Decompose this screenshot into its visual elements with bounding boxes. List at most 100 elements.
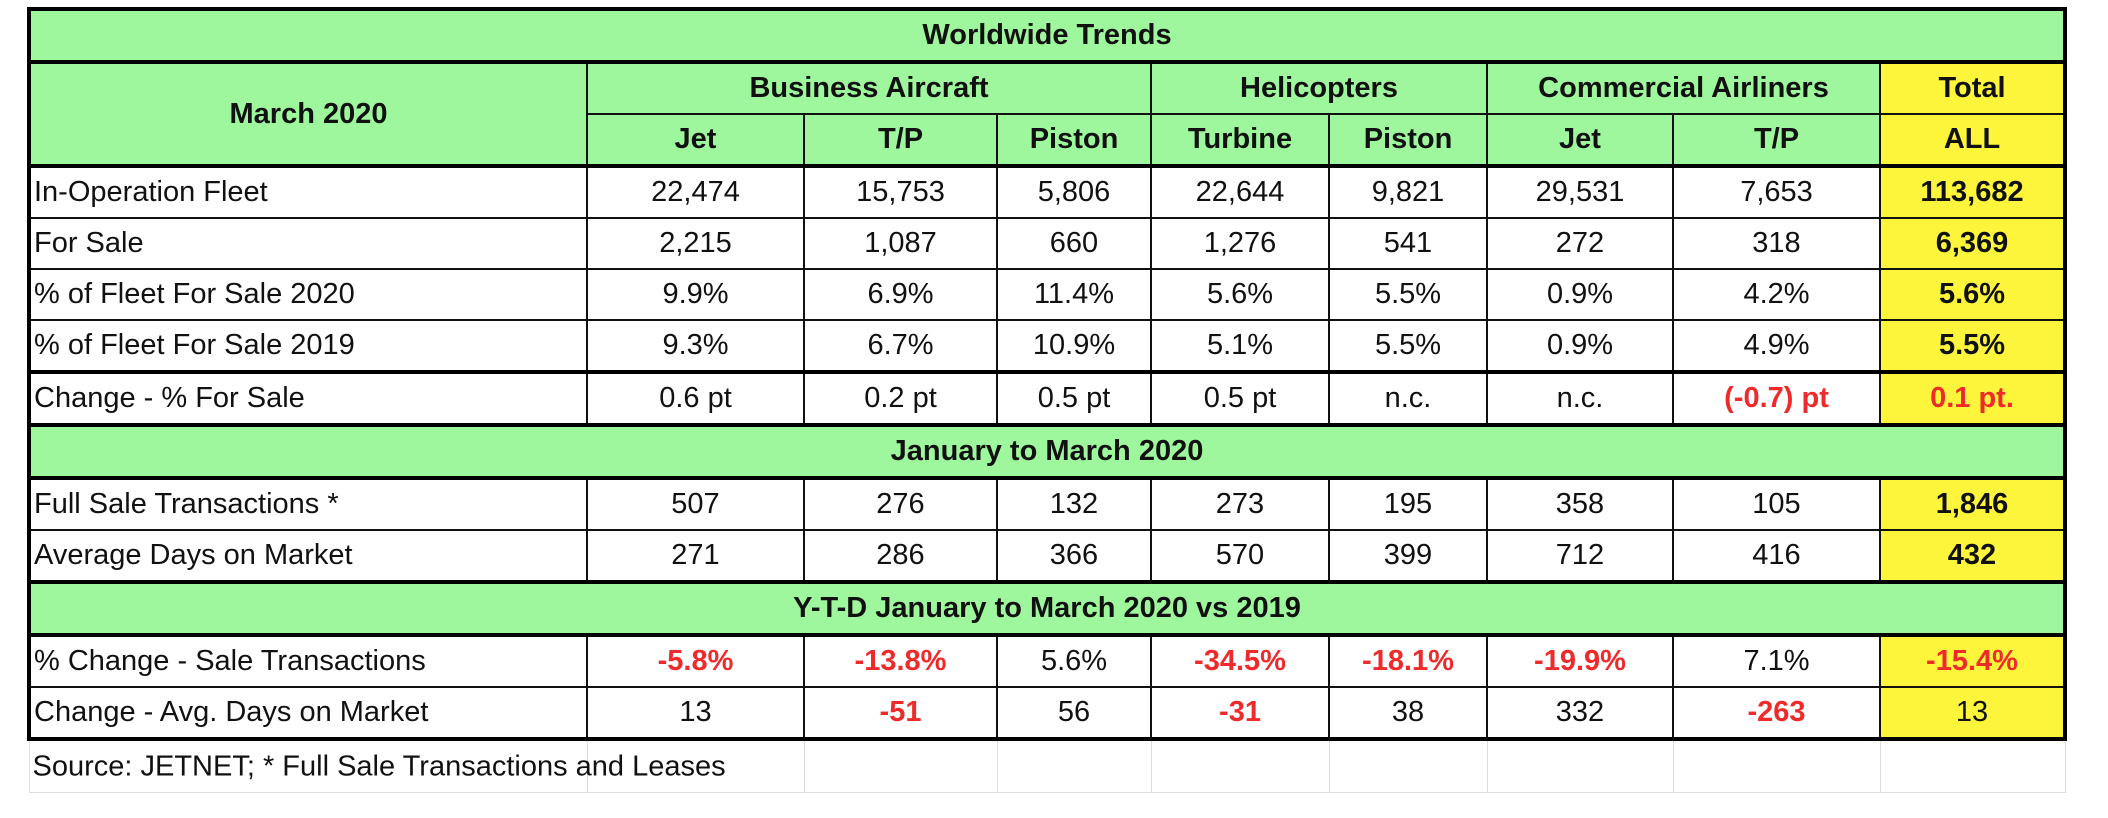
value-cell: 0.9%: [1486, 319, 1674, 373]
value-cell: 22,474: [586, 164, 805, 219]
value-cell: 4.9%: [1672, 319, 1881, 373]
section-header-row: Y-T-D January to March 2020 vs 2019: [27, 580, 2067, 636]
group-header: Total: [1879, 60, 2067, 115]
value-cell: 271: [586, 529, 805, 583]
group-header: Business Aircraft: [586, 60, 1152, 115]
value-cell: 276: [803, 476, 998, 531]
row-label: % of Fleet For Sale 2020: [27, 268, 588, 321]
value-cell: 0.5 pt: [996, 370, 1152, 426]
value-cell: 7,653: [1672, 164, 1881, 219]
section-header: January to March 2020: [27, 423, 2067, 479]
row-label: % of Fleet For Sale 2019: [27, 319, 588, 373]
period-label: March 2020: [27, 60, 588, 167]
group-header: Commercial Airliners: [1486, 60, 1881, 115]
empty-cell: [803, 737, 998, 793]
column-header: T/P: [803, 113, 998, 167]
value-cell: -34.5%: [1150, 633, 1330, 688]
empty-cell: [1486, 737, 1674, 793]
value-cell: 286: [803, 529, 998, 583]
value-cell: 0.5 pt: [1150, 370, 1330, 426]
table-row: For Sale 2,215 1,087 660 1,276 541 272 318 6,369: [27, 217, 2067, 270]
value-cell: 11.4%: [996, 268, 1152, 321]
value-cell: 9.9%: [586, 268, 805, 321]
value-cell: 507: [586, 476, 805, 531]
value-cell: 5.5%: [1328, 319, 1488, 373]
value-cell: 5.5%: [1328, 268, 1488, 321]
value-cell: 712: [1486, 529, 1674, 583]
value-cell: 5.6%: [996, 633, 1152, 688]
value-cell: 6.9%: [803, 268, 998, 321]
empty-cell: [1328, 737, 1488, 793]
value-cell: 332: [1486, 686, 1674, 740]
value-cell: 399: [1328, 529, 1488, 583]
value-cell: 366: [996, 529, 1152, 583]
subheader-row: Jet T/P Piston Turbine Piston Jet T/P ALL: [29, 113, 2067, 167]
empty-cell: [586, 737, 805, 793]
value-cell: 660: [996, 217, 1152, 270]
table-row: In-Operation Fleet 22,474 15,753 5,806 22,64…: [27, 164, 2067, 219]
value-cell: 4.2%: [1672, 268, 1881, 321]
row-label: Full Sale Transactions *: [27, 476, 588, 531]
empty-cell: [996, 737, 1152, 793]
row-label: For Sale: [27, 217, 588, 270]
worldwide-trends-table: Worldwide Trends March 2020 Business Aircr…: [27, 7, 2067, 793]
row-label: In-Operation Fleet: [27, 164, 588, 219]
section-header-row: January to March 2020: [27, 423, 2067, 479]
total-cell: 1,846: [1879, 476, 2067, 531]
value-cell: -19.9%: [1486, 633, 1674, 688]
value-cell: 1,087: [803, 217, 998, 270]
value-cell: 132: [996, 476, 1152, 531]
row-label: Change - Avg. Days on Market: [27, 686, 588, 740]
value-cell: 416: [1672, 529, 1881, 583]
column-header: T/P: [1672, 113, 1881, 167]
column-header: Piston: [996, 113, 1152, 167]
total-cell: 432: [1879, 529, 2067, 583]
value-cell: 358: [1486, 476, 1674, 531]
value-cell: 9,821: [1328, 164, 1488, 219]
value-cell: 5,806: [996, 164, 1152, 219]
value-cell: 22,644: [1150, 164, 1330, 219]
value-cell: 0.6 pt: [586, 370, 805, 426]
value-cell: 195: [1328, 476, 1488, 531]
total-cell: -15.4%: [1879, 633, 2067, 688]
value-cell: 273: [1150, 476, 1330, 531]
title-row: Worldwide Trends: [27, 7, 2067, 63]
row-label: Average Days on Market: [27, 529, 588, 583]
table-title: Worldwide Trends: [27, 7, 2067, 63]
value-cell: n.c.: [1486, 370, 1674, 426]
column-header: Jet: [586, 113, 805, 167]
table-row: % of Fleet For Sale 2020 9.9% 6.9% 11.4% 5.6…: [27, 268, 2067, 321]
table-row: % Change - Sale Transactions -5.8% -13.8% 5…: [27, 633, 2067, 688]
value-cell: -51: [803, 686, 998, 740]
value-cell: 541: [1328, 217, 1488, 270]
value-cell: 0.2 pt: [803, 370, 998, 426]
value-cell: 38: [1328, 686, 1488, 740]
value-cell: 0.9%: [1486, 268, 1674, 321]
group-header-row: March 2020 Business Aircraft Helicopters Co…: [27, 60, 2067, 167]
row-label: Change - % For Sale: [27, 370, 588, 426]
value-cell: -31: [1150, 686, 1330, 740]
empty-cell: [1150, 737, 1330, 793]
value-cell: 7.1%: [1672, 633, 1881, 688]
value-cell: 29,531: [1486, 164, 1674, 219]
value-cell: -5.8%: [586, 633, 805, 688]
column-header: Jet: [1486, 113, 1674, 167]
value-cell: -18.1%: [1328, 633, 1488, 688]
value-cell: 5.6%: [1150, 268, 1330, 321]
value-cell: 5.1%: [1150, 319, 1330, 373]
column-header: Turbine: [1150, 113, 1330, 167]
row-label: % Change - Sale Transactions: [27, 633, 588, 688]
source-text: Source: JETNET; * Full Sale Transactions…: [32, 750, 726, 782]
total-cell: 5.6%: [1879, 268, 2067, 321]
source-note: Source: JETNET; * Full Sale Transactions…: [28, 737, 726, 793]
value-cell: 1,276: [1150, 217, 1330, 270]
value-cell: 15,753: [803, 164, 998, 219]
value-cell: 2,215: [586, 217, 805, 270]
value-cell: 105: [1672, 476, 1881, 531]
value-cell: 10.9%: [996, 319, 1152, 373]
empty-cell: [1672, 737, 1881, 793]
value-cell: 9.3%: [586, 319, 805, 373]
empty-cell: [1879, 737, 2066, 793]
total-cell: 5.5%: [1879, 319, 2067, 373]
source-row: Source: JETNET; * Full Sale Transactions…: [28, 737, 2066, 793]
